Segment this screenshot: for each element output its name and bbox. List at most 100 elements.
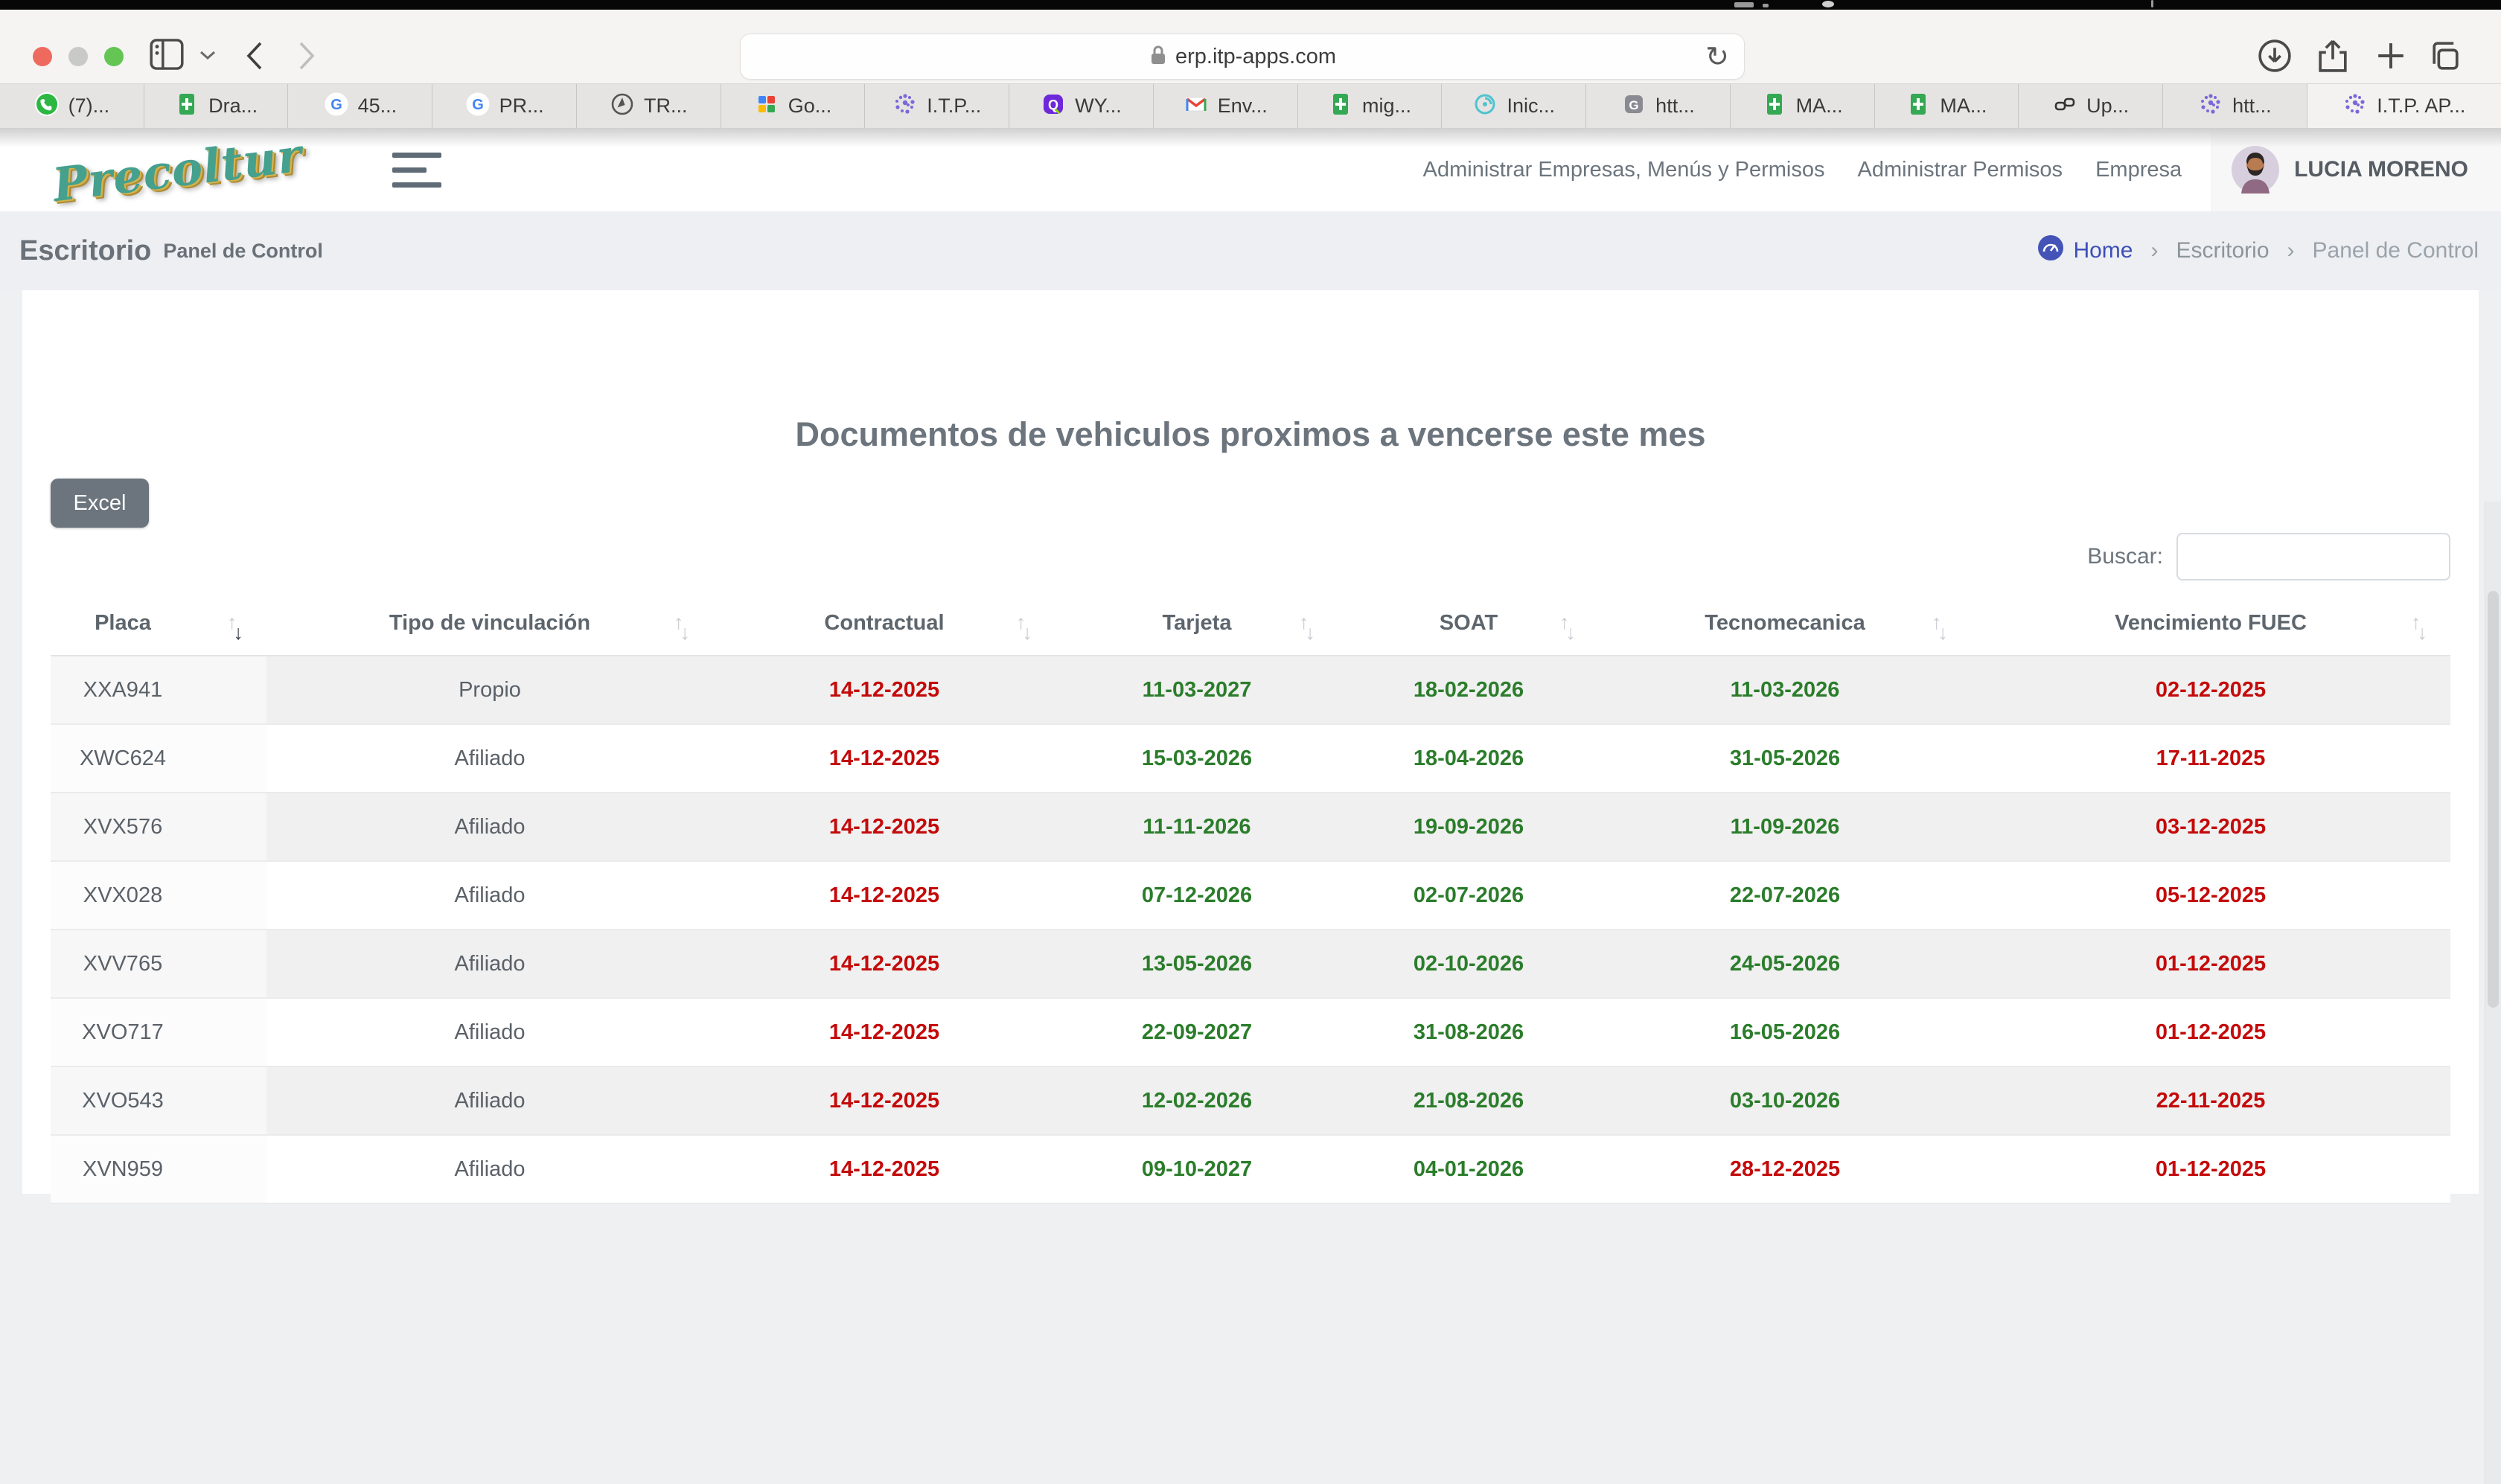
column-header[interactable]: SOAT ↑↓ [1338,607,1599,656]
sheets-icon [174,92,199,121]
cell-placa: XVO717 [51,998,266,1067]
browser-tab[interactable]: Go... [721,84,866,128]
user-name: LUCIA MORENO [2294,157,2468,182]
tab-label: htt... [2232,95,2272,117]
cell-tipo-vinculacion: Afiliado [266,861,713,930]
search-input[interactable] [2176,533,2450,581]
back-button[interactable] [243,39,265,72]
browser-tab[interactable]: MA... [1874,84,2019,128]
table-header: Placa ↑↓ Tipo de vinculación ↑↓ Contractual ↑… [51,607,2450,656]
downloads-button[interactable] [2255,36,2294,75]
column-label: SOAT [1439,611,1498,635]
cell-soat: 18-04-2026 [1338,724,1599,793]
column-label: Placa [95,611,151,635]
cell-contractual: 14-12-2025 [713,998,1055,1067]
cell-tarjeta: 13-05-2026 [1055,930,1338,999]
browser-tab[interactable]: I.T.P. AP... [2307,84,2501,128]
g-gray-icon: G [1621,92,1646,121]
table-row: XWC624 Afiliado 14-12-2025 15-03-2026 18-04-… [51,724,2450,793]
cell-placa: XVX576 [51,793,266,862]
cell-soat: 02-10-2026 [1338,930,1599,999]
top-navigation: Administrar Empresas, Menús y Permisos A… [1423,158,2182,182]
page-title: Escritorio [19,234,152,266]
page-scrollbar[interactable] [2485,502,2501,1484]
address-bar[interactable]: erp.itp-apps.com ↻ [740,33,1745,80]
nav-link-administrar-permisos[interactable]: Administrar Permisos [1857,157,2063,182]
cell-placa: XWC624 [51,724,266,793]
browser-tab[interactable]: (7)... [0,84,144,128]
column-header[interactable]: Placa ↑↓ [51,607,266,656]
tab-label: MA... [1795,95,1843,117]
cell-tipo-vinculacion: Afiliado [266,793,713,862]
cell-soat: 21-08-2026 [1338,1066,1599,1136]
refresh-icon[interactable]: ↻ [1705,42,1729,73]
browser-tab[interactable]: G 45... [288,84,433,128]
browser-tab[interactable]: I.T.P... [865,84,1010,128]
browser-tab[interactable]: TR... [576,84,721,128]
dashboard-icon [2037,234,2064,267]
table-row: XVO543 Afiliado 14-12-2025 12-02-2026 21-08-… [51,1066,2450,1136]
column-header[interactable]: Tarjeta ↑↓ [1055,607,1338,656]
browser-tab[interactable]: Up... [2019,84,2164,128]
column-label: Contractual [824,611,945,635]
browser-tab[interactable]: MA... [1730,84,1875,128]
tab-label: TR... [644,95,688,117]
itp-icon [892,92,918,121]
column-header[interactable]: Tipo de vinculación ↑↓ [266,607,713,656]
svg-text:G: G [472,97,484,113]
sheets-icon [1762,92,1787,121]
zoom-window-button[interactable] [104,47,124,66]
sort-arrows-icon: ↑↓ [2411,611,2427,644]
cell-tecnomecanica: 11-03-2026 [1599,656,1971,725]
link-icon [2052,92,2077,121]
nav-link-administrar-empresas[interactable]: Administrar Empresas, Menús y Permisos [1422,157,1825,182]
breadcrumb-separator-icon: › [2287,238,2295,263]
nav-link-empresa[interactable]: Empresa [2095,157,2182,182]
company-logo: Precoltur [49,127,305,212]
tab-label: I.T.P. AP... [2377,95,2466,117]
cell-tipo-vinculacion: Afiliado [266,998,713,1067]
column-header[interactable]: Vencimiento FUEC ↑↓ [1971,607,2450,656]
scrollbar-thumb[interactable] [2488,591,2499,1008]
tab-label: Up... [2086,95,2130,117]
breadcrumb-escritorio[interactable]: Escritorio [2176,238,2270,263]
tab-overview-button[interactable] [2425,36,2464,75]
cell-tarjeta: 09-10-2027 [1055,1135,1338,1204]
browser-tab[interactable]: Q WY... [1009,84,1154,128]
browser-tab[interactable]: Inic... [1442,84,1587,128]
forward-button[interactable] [296,39,319,72]
new-tab-button[interactable] [2371,36,2410,75]
share-button[interactable] [2313,36,2352,75]
column-header[interactable]: Contractual ↑↓ [713,607,1055,656]
breadcrumb-separator-icon: › [2150,238,2159,263]
hamburger-menu-button[interactable] [392,152,441,188]
swirl-icon [1472,92,1498,121]
itp-icon [2342,92,2368,121]
avatar [2232,146,2280,194]
tab-label: Inic... [1507,95,1555,117]
user-menu[interactable]: LUCIA MORENO [2211,128,2501,211]
column-header[interactable]: Tecnomecanica ↑↓ [1599,607,1971,656]
cell-vencimiento-fuec: 17-11-2025 [1971,724,2450,793]
sheets-icon [1906,92,1931,121]
browser-tab[interactable]: Dra... [144,84,289,128]
browser-tab[interactable]: Env... [1153,84,1298,128]
excel-export-button[interactable]: Excel [51,479,149,528]
browser-tab[interactable]: htt... [2163,84,2307,128]
breadcrumb-home-link[interactable]: Home [2037,234,2133,267]
sidebar-toggle-icon[interactable] [146,35,188,74]
cell-tecnomecanica: 31-05-2026 [1599,724,1971,793]
browser-toolbar: erp.itp-apps.com ↻ [0,10,2501,84]
browser-tab[interactable]: G PR... [432,84,577,128]
chevron-down-icon[interactable] [198,48,217,62]
close-window-button[interactable] [33,47,52,66]
lock-icon [1149,43,1168,71]
table-row: XVV765 Afiliado 14-12-2025 13-05-2026 02-10-… [51,930,2450,999]
minimize-window-button[interactable] [68,47,88,66]
breadcrumb: Home › Escritorio › Panel de Control [2037,234,2479,267]
q-app-icon: Q [1041,92,1066,121]
browser-tab[interactable]: mig... [1297,84,1443,128]
cell-vencimiento-fuec: 05-12-2025 [1971,861,2450,930]
table-row: XVX576 Afiliado 14-12-2025 11-11-2026 19-09-… [51,793,2450,862]
